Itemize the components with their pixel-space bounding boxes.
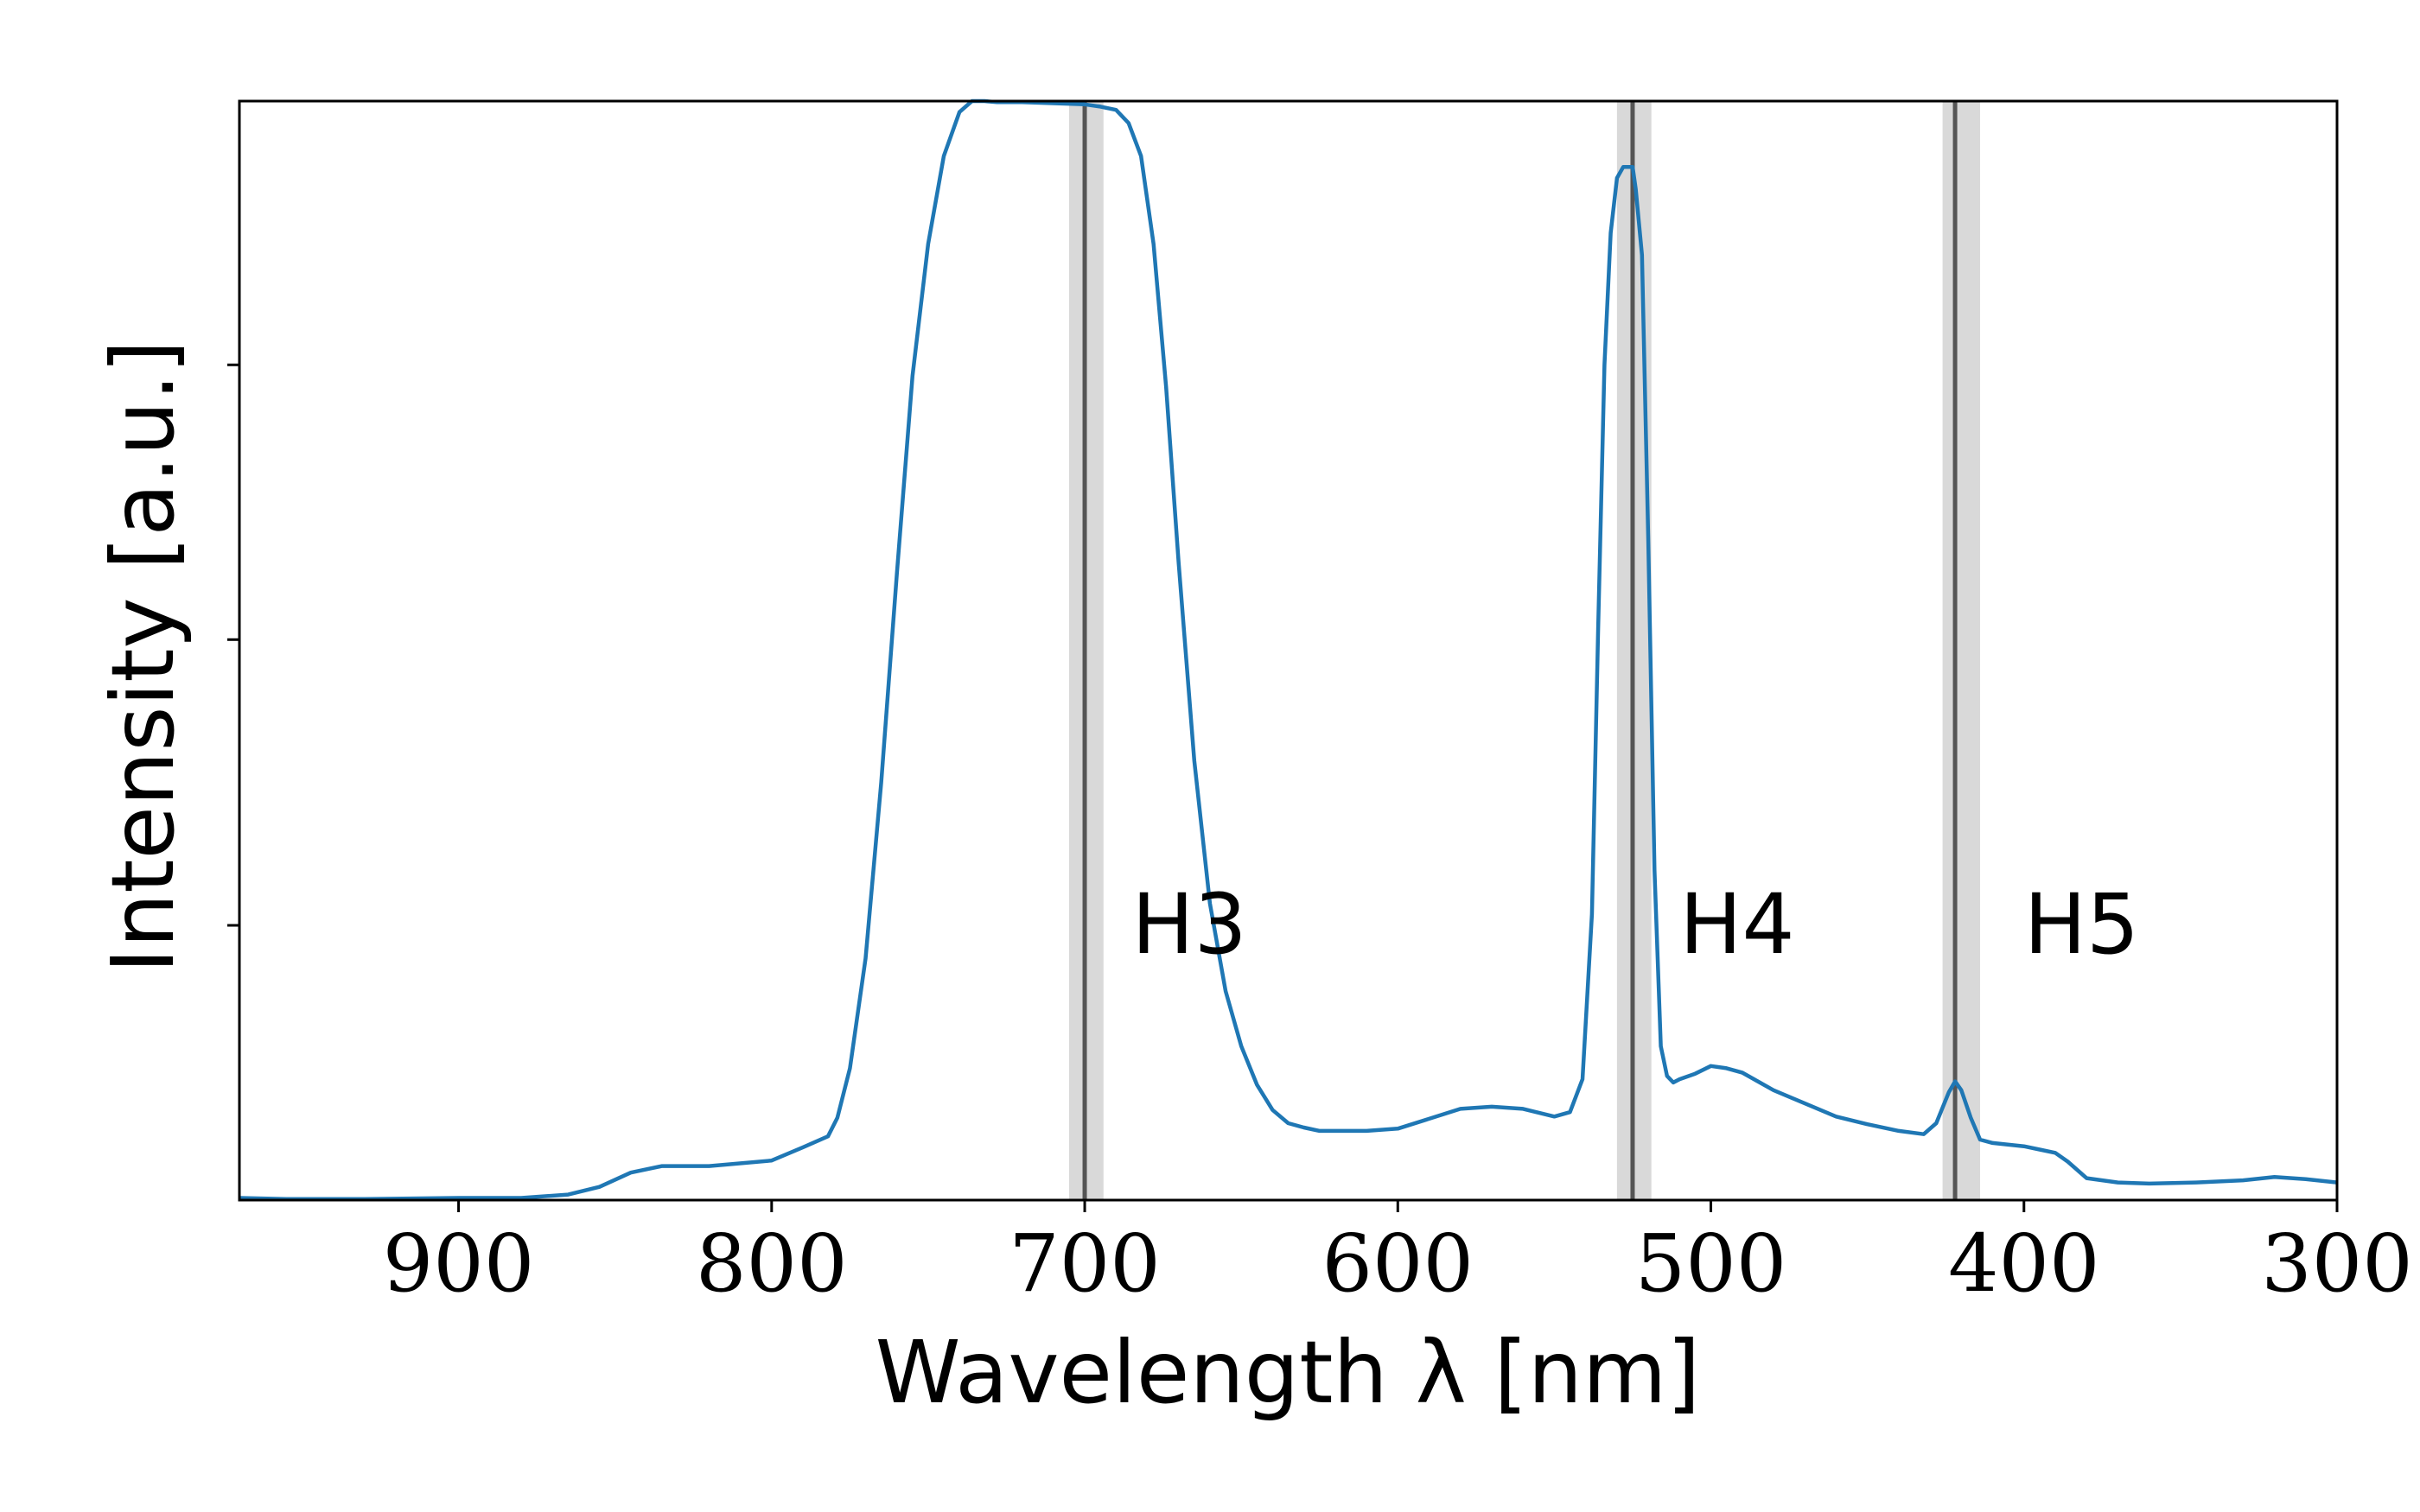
reference-lines bbox=[1082, 101, 1958, 1200]
x-tick-label: 800 bbox=[696, 1217, 848, 1310]
intensity-series-line bbox=[239, 98, 2338, 1201]
x-tick-label: 700 bbox=[1009, 1217, 1161, 1310]
reference-label-h4: H4 bbox=[1679, 876, 1794, 973]
reference-line-labels: H3 H4 H5 bbox=[1131, 876, 2139, 973]
reference-label-h5: H5 bbox=[2024, 876, 2139, 973]
reference-label-h3: H3 bbox=[1131, 876, 1246, 973]
plot-frame bbox=[238, 99, 2339, 1202]
y-axis-ticks bbox=[227, 363, 239, 927]
x-tick-label: 500 bbox=[1635, 1217, 1787, 1310]
reference-band-h5 bbox=[1942, 101, 1981, 1200]
x-tick-label: 400 bbox=[1948, 1217, 2100, 1310]
x-tick-label: 600 bbox=[1321, 1217, 1474, 1310]
reference-bands bbox=[1068, 101, 1981, 1200]
x-axis-title: Wavelength λ [nm] bbox=[876, 1322, 1701, 1423]
x-axis-ticks: 900 800 700 600 500 400 300 bbox=[383, 1200, 2413, 1310]
x-tick-label: 300 bbox=[2261, 1217, 2413, 1310]
y-axis-title: Intensity [a.u.] bbox=[92, 340, 194, 973]
x-tick-label: 900 bbox=[383, 1217, 535, 1310]
